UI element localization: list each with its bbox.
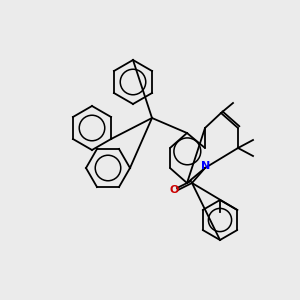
Text: O: O [169, 185, 179, 195]
Text: N: N [201, 161, 211, 171]
